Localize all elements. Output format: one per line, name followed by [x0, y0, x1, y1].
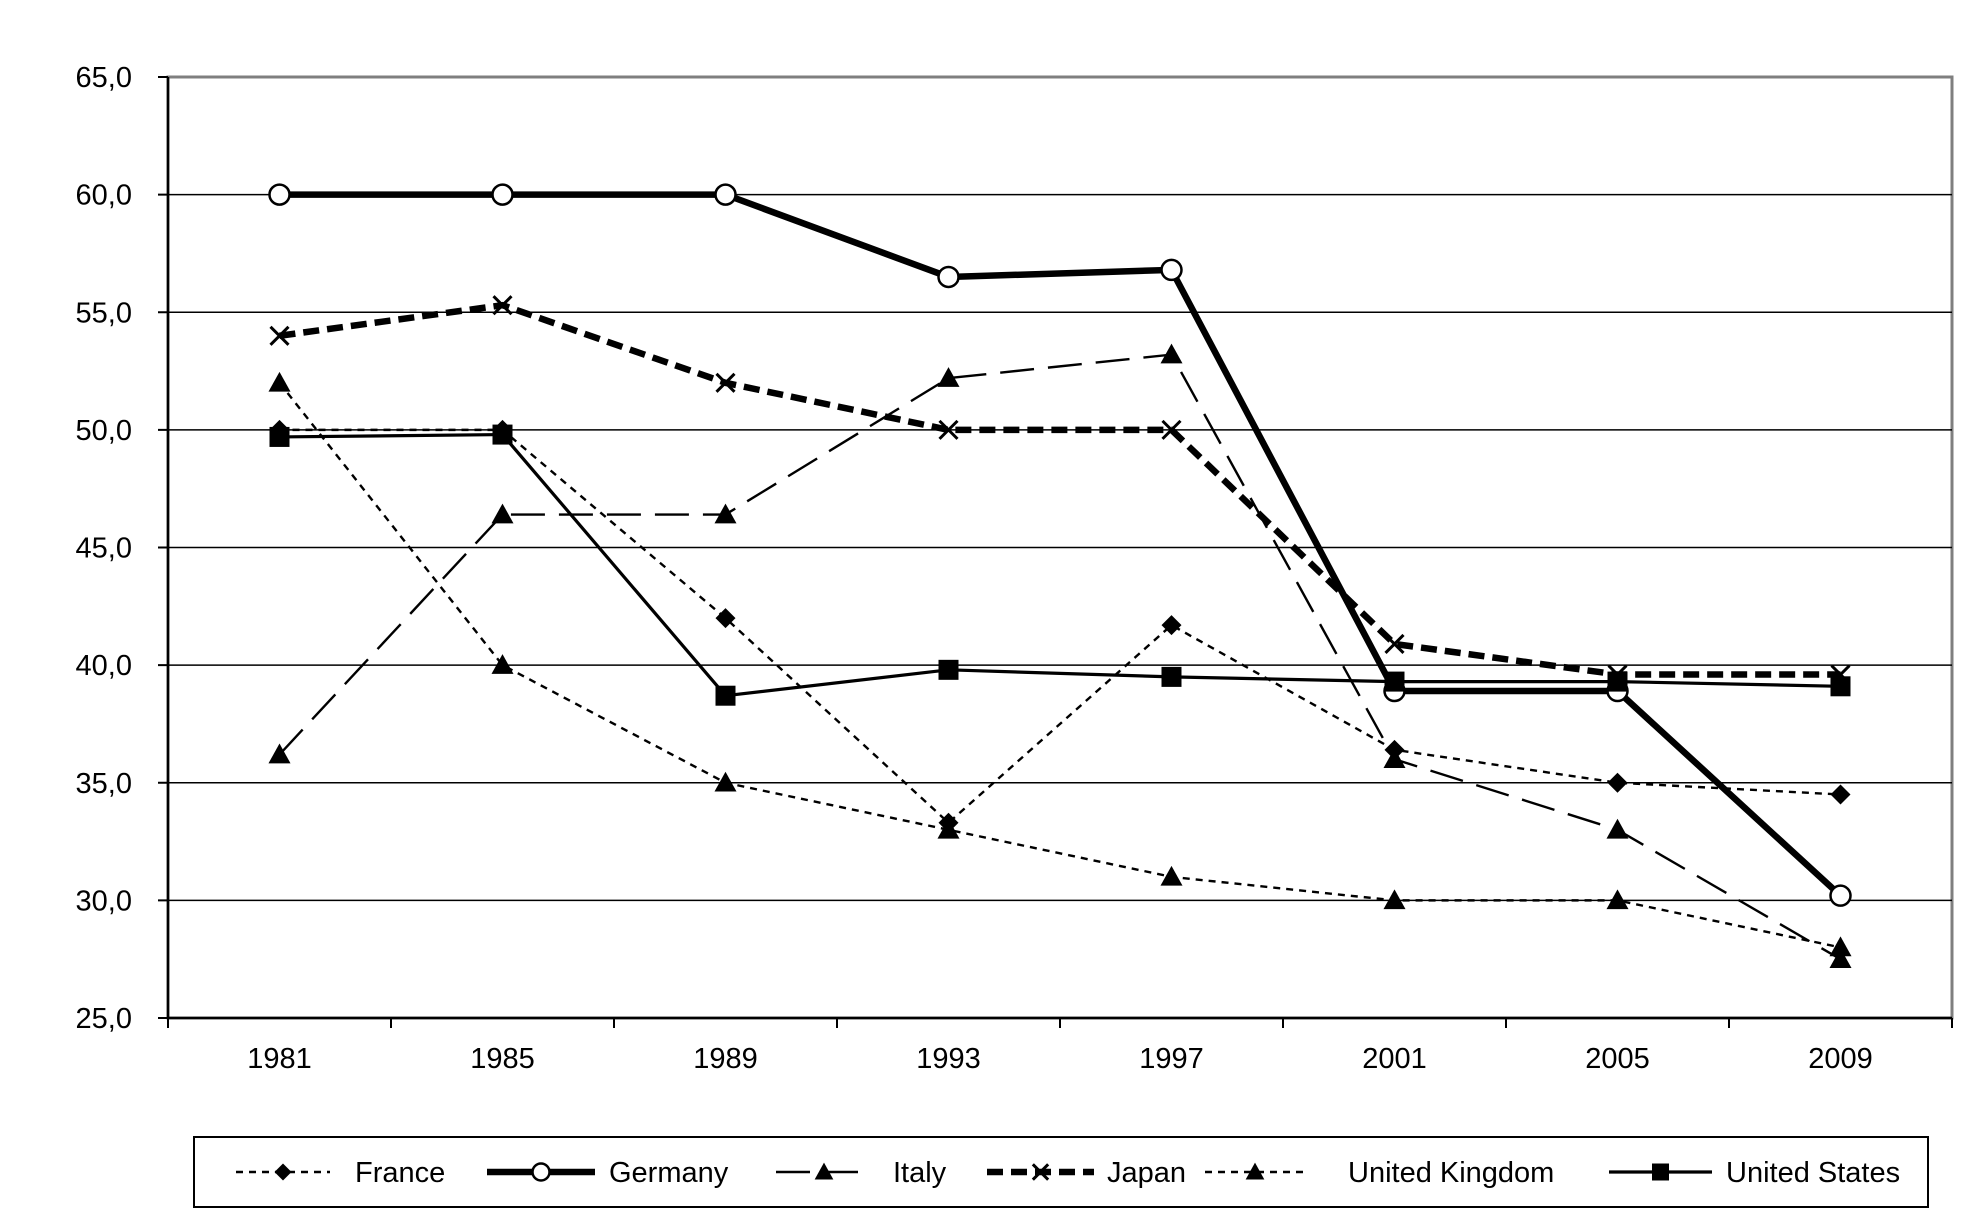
y-tick-label: 50,0: [76, 415, 132, 447]
x-tick-label: 1985: [470, 1043, 535, 1075]
point-japan: [938, 419, 959, 440]
legend-marker-united-kingdom: [1245, 1162, 1265, 1180]
point-france: [715, 608, 736, 629]
point-germany: [491, 183, 514, 206]
point-germany: [1829, 884, 1852, 907]
y-tick-label: 35,0: [76, 768, 132, 800]
series-line-germany: [279, 191, 1843, 899]
series-line-united-states: [279, 432, 1841, 698]
x-tick-label: 2005: [1585, 1043, 1650, 1075]
point-united-states: [1607, 671, 1628, 692]
x-tick-label: 2009: [1808, 1043, 1873, 1075]
legend-marker-japan: [1031, 1163, 1050, 1181]
point-italy: [714, 503, 737, 524]
legend-label-germany: Germany: [609, 1157, 729, 1189]
point-united-kingdom: [937, 818, 960, 839]
series-line-france: [279, 428, 1841, 825]
point-italy: [491, 503, 514, 524]
point-united-kingdom: [491, 654, 514, 674]
y-tick-label: 45,0: [76, 533, 132, 565]
y-tick-label: 65,0: [76, 62, 132, 94]
x-tick-label: 1989: [693, 1043, 758, 1075]
point-japan: [715, 372, 736, 393]
point-united-kingdom: [268, 371, 291, 392]
point-united-kingdom: [714, 771, 737, 792]
point-united-states: [715, 685, 736, 706]
series-line-japan: [279, 301, 1841, 678]
point-italy: [937, 367, 960, 387]
point-germany: [1160, 258, 1183, 282]
point-france: [1161, 615, 1182, 636]
point-germany: [937, 265, 960, 289]
x-tick-label: 1997: [1139, 1043, 1204, 1075]
legend-marker-united-states: [1652, 1163, 1669, 1181]
point-united-kingdom: [1160, 865, 1183, 886]
legend-marker-france: [274, 1163, 292, 1181]
point-united-states: [492, 424, 513, 445]
x-tick-label: 2001: [1362, 1043, 1427, 1075]
legend-marker-italy: [814, 1162, 834, 1180]
point-united-states: [1161, 666, 1182, 687]
point-italy: [268, 743, 291, 764]
point-italy: [1383, 748, 1406, 769]
point-japan: [269, 325, 290, 346]
y-tick-label: 25,0: [76, 1003, 132, 1035]
legend-label-france: France: [355, 1157, 445, 1189]
legend-marker-germany: [531, 1162, 551, 1182]
legend-label-italy: Italy: [893, 1157, 947, 1189]
legend-label-united-states: United States: [1726, 1157, 1900, 1189]
point-japan: [1161, 419, 1182, 440]
point-united-states: [1830, 676, 1851, 697]
legend-label-japan: Japan: [1107, 1157, 1186, 1189]
point-france: [1607, 772, 1628, 793]
series-line-italy: [278, 353, 1842, 961]
series-line-united-kingdom: [278, 382, 1841, 949]
point-italy: [1606, 818, 1629, 839]
y-tick-label: 40,0: [76, 650, 132, 682]
point-italy: [1829, 948, 1852, 968]
x-tick-label: 1981: [247, 1043, 312, 1075]
y-tick-label: 30,0: [76, 885, 132, 917]
point-italy: [1160, 343, 1183, 364]
y-tick-label: 60,0: [76, 180, 132, 212]
point-germany: [268, 183, 291, 206]
point-united-states: [938, 659, 959, 680]
point-united-kingdom: [1606, 889, 1629, 910]
point-france: [1830, 784, 1851, 805]
point-united-states: [1384, 671, 1405, 692]
point-united-states: [269, 426, 290, 447]
point-germany: [714, 183, 737, 206]
x-tick-label: 1993: [916, 1043, 981, 1075]
point-united-kingdom: [1829, 936, 1852, 957]
point-japan: [492, 295, 513, 316]
legend-label-united-kingdom: United Kingdom: [1348, 1157, 1554, 1189]
point-united-kingdom: [1383, 889, 1406, 910]
y-tick-label: 55,0: [76, 297, 132, 329]
point-japan: [1384, 633, 1405, 655]
